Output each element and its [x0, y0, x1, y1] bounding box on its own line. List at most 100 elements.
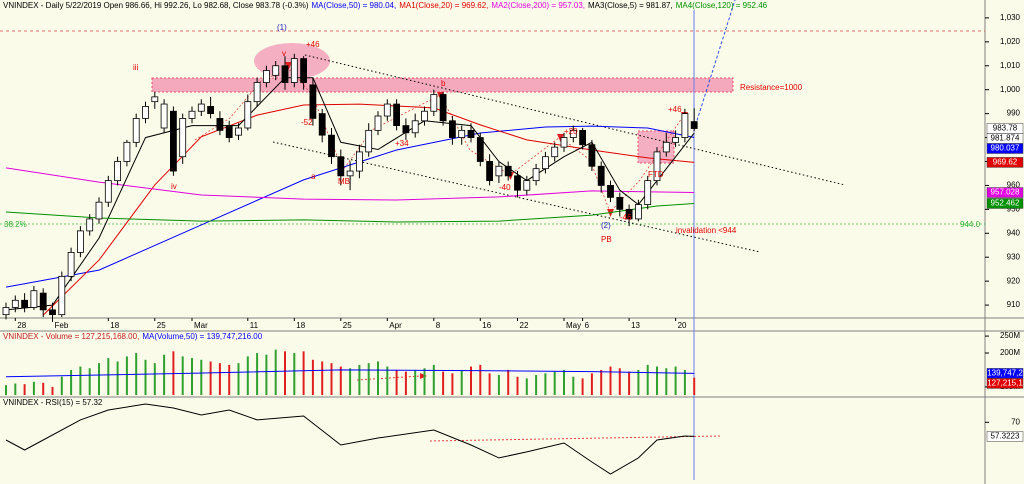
candle-body [365, 129, 373, 153]
volume-bar [42, 382, 45, 395]
volume-bar [163, 354, 166, 395]
x-tick-label: 11 [250, 321, 259, 330]
volume-bar [600, 369, 603, 395]
candle-body [514, 175, 521, 191]
annotation: a [311, 172, 316, 181]
candle-body [179, 118, 187, 158]
value-tag-label: 969.62 [993, 158, 1018, 167]
candle-body [393, 103, 401, 126]
title-text: VNINDEX - Daily 5/22/2019 Open 986.66, H… [3, 1, 309, 10]
candle-body [160, 103, 168, 129]
legend-entry: MA1(Close,20) = 969.62, [399, 1, 488, 10]
annotation: +46 [668, 105, 682, 114]
volume-bar [98, 363, 100, 395]
annotation: +20 [564, 127, 578, 136]
value-tag [986, 378, 1024, 389]
line-series [5, 403, 695, 475]
volume-bar [191, 358, 193, 395]
candle-body [95, 201, 103, 220]
candle-body [244, 101, 252, 129]
volume-bar [581, 378, 584, 395]
volume-bar [358, 364, 361, 395]
x-tick-label: 28 [17, 321, 26, 330]
x-tick-label: Feb [55, 321, 69, 330]
candle-body [104, 180, 112, 203]
line-series [5, 77, 695, 311]
volume-bar [339, 366, 342, 395]
volume-bar [563, 369, 565, 395]
volume-bar [107, 358, 110, 395]
annotation: invalidation <944 [676, 226, 737, 235]
x-tick-label: Apr [389, 321, 402, 330]
x-tick-label: 18 [110, 321, 119, 330]
candle-body [21, 299, 29, 308]
candle-body [560, 137, 568, 148]
volume-bar [88, 368, 91, 395]
arrow [285, 62, 292, 70]
y-tick-label: 910 [1007, 300, 1021, 309]
trend-line [272, 141, 761, 253]
volume-bar [23, 384, 26, 395]
annotation: PB [601, 235, 612, 244]
annotation: v [282, 49, 286, 58]
candle-body [281, 65, 289, 83]
y-tick-label: 990 [1007, 109, 1021, 118]
volume-bar [311, 359, 314, 395]
volume-bar [665, 368, 668, 395]
volume-bar [70, 369, 73, 395]
x-tick-label: May [566, 321, 581, 330]
annotation: 38.2% [4, 220, 27, 229]
candle-body [644, 180, 652, 205]
x-tick-label: 18 [296, 321, 305, 330]
wave-path [194, 69, 292, 141]
x-tick-label: 25 [157, 321, 166, 330]
candle-body [607, 185, 614, 198]
annotation: -46 [620, 213, 632, 222]
candle-body [169, 110, 177, 172]
volume-bar [442, 371, 445, 395]
volume-bar [153, 363, 156, 395]
volume-bar [590, 373, 593, 395]
candle-body [421, 110, 428, 122]
candle-body [458, 129, 466, 138]
volume-bar [181, 356, 184, 395]
volume-bar [14, 383, 17, 395]
candle-body [328, 134, 335, 158]
volume-bar [525, 378, 528, 395]
volume-bar [488, 373, 491, 395]
volume-trend [356, 375, 421, 381]
volume-bar [460, 369, 463, 395]
volume-bar [200, 359, 203, 395]
candle-body [58, 275, 66, 316]
volume-bar [284, 351, 286, 395]
candle-body [504, 165, 512, 177]
candle-body [11, 299, 19, 308]
volume-bar [209, 361, 212, 395]
candle-body [569, 129, 577, 138]
line-series [5, 369, 695, 378]
y-tick-label: 940 [1007, 228, 1021, 237]
volume-bar [479, 364, 482, 395]
volume-bar [237, 363, 240, 395]
volume-bar [246, 356, 249, 395]
y-tick-label: 1,030 [1000, 13, 1021, 22]
value-tag-label: 127,215,1 [987, 379, 1023, 388]
value-tag [986, 198, 1024, 209]
candle-body [123, 141, 131, 162]
candle-body [253, 82, 261, 103]
candle-body [225, 125, 233, 138]
candle-body [300, 58, 308, 83]
candle-body [290, 58, 298, 83]
candle-body [486, 161, 494, 182]
candle-body [681, 113, 689, 138]
y-tick-label: 200M [1000, 348, 1020, 357]
volume-bar [674, 366, 677, 395]
annotation: FTD [648, 170, 664, 179]
rsi-trend [429, 435, 721, 442]
candle-body [216, 118, 224, 131]
volume-bar [423, 368, 426, 395]
volume-bar [293, 353, 296, 395]
candle-body [151, 96, 159, 103]
annotation: (1) [277, 23, 287, 32]
